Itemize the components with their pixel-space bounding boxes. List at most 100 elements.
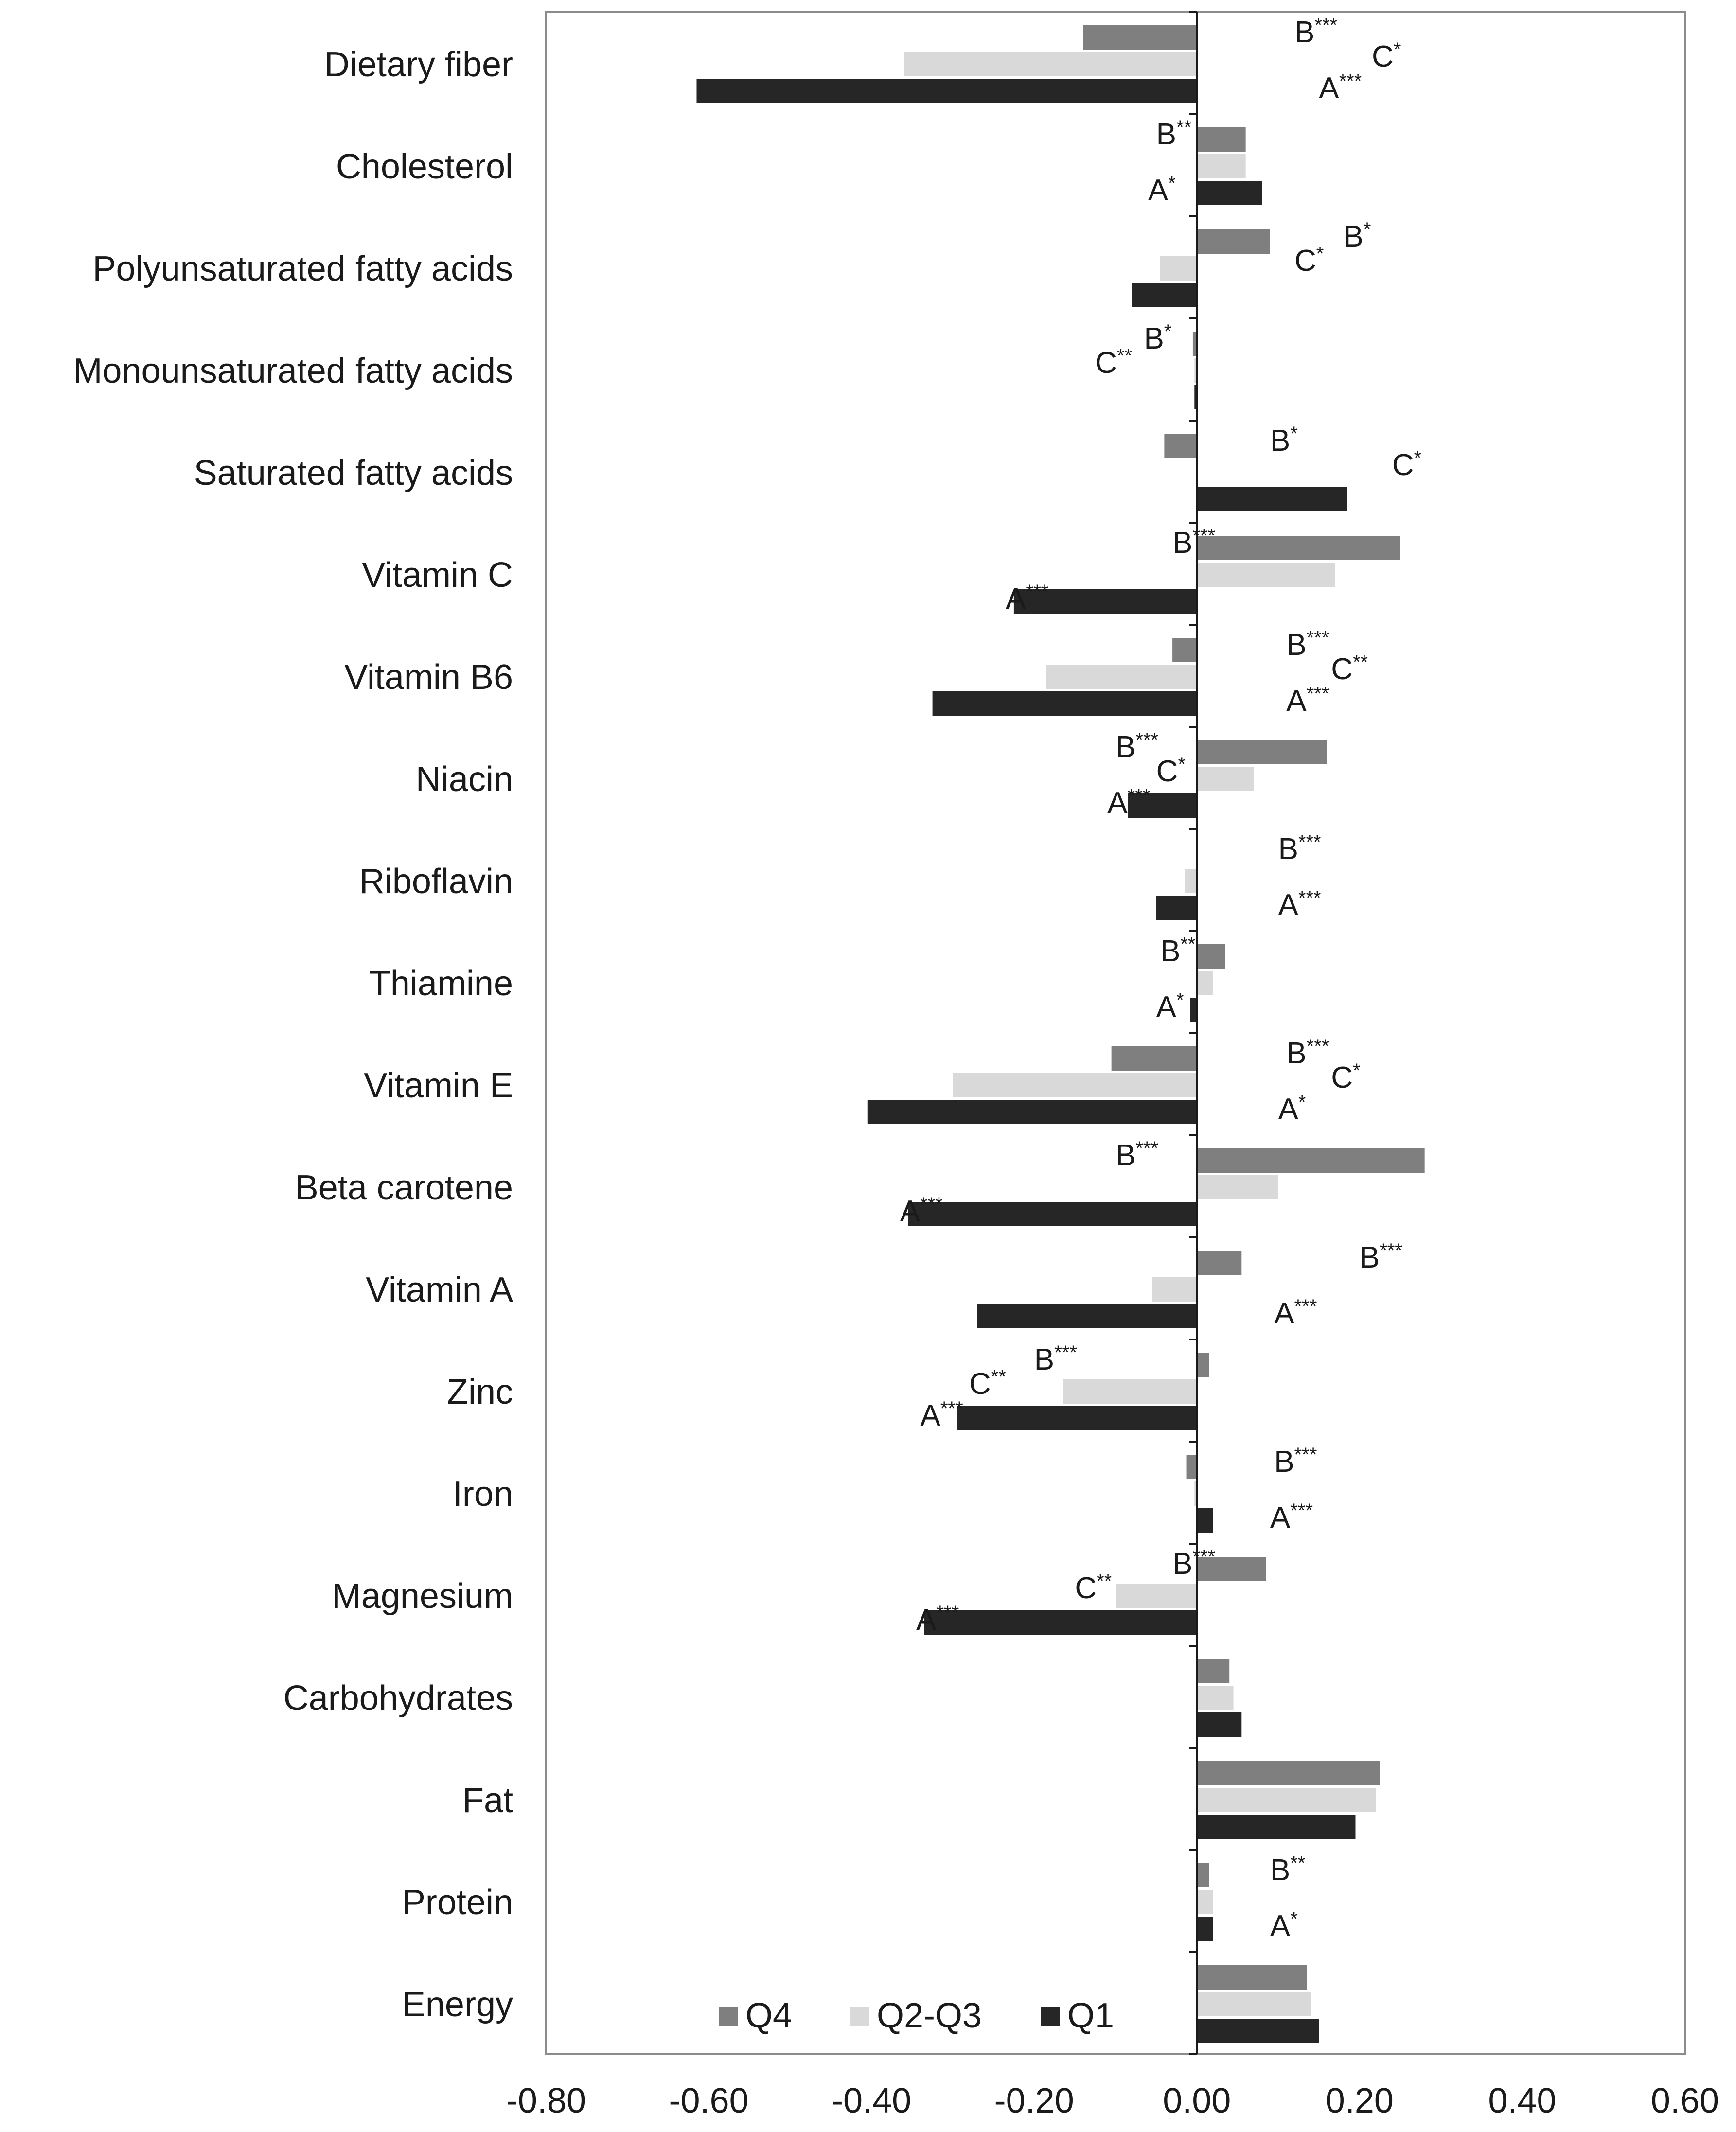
category-label-monounsaturated-fatty-acids: Monounsaturated fatty acids — [73, 352, 513, 390]
bar-monounsaturated-fatty-acids-q1 — [1194, 385, 1197, 409]
bar-vitamin-e-q4 — [1111, 1046, 1197, 1071]
legend-label-q2-q3: Q2-Q3 — [877, 1996, 982, 2035]
bar-riboflavin-q1 — [1156, 896, 1197, 920]
bar-protein-q1 — [1197, 1917, 1213, 1941]
x-tick-label: 0.20 — [1326, 2081, 1394, 2120]
bar-vitamin-e-q1 — [867, 1100, 1197, 1124]
bar-beta-carotene-q2-q3 — [1197, 1175, 1278, 1199]
bar-fat-q2-q3 — [1197, 1788, 1376, 1812]
bar-riboflavin-q2-q3 — [1185, 869, 1197, 893]
x-tick-label: -0.80 — [506, 2081, 586, 2120]
category-label-fat: Fat — [462, 1781, 513, 1820]
plot-area-frame — [545, 11, 1686, 2055]
bar-dietary-fiber-q4 — [1083, 25, 1197, 50]
category-label-vitamin-b6: Vitamin B6 — [344, 658, 513, 697]
bar-zinc-q2-q3 — [1063, 1379, 1197, 1404]
category-label-protein: Protein — [402, 1883, 513, 1922]
category-label-vitamin-c: Vitamin C — [362, 556, 513, 595]
bar-vitamin-e-q2-q3 — [953, 1073, 1197, 1097]
bar-magnesium-q4 — [1197, 1557, 1266, 1581]
bar-cholesterol-q1 — [1197, 181, 1262, 205]
category-label-vitamin-e: Vitamin E — [364, 1066, 513, 1105]
category-label-polyunsaturated-fatty-acids: Polyunsaturated fatty acids — [93, 249, 514, 288]
category-label-dietary-fiber: Dietary fiber — [324, 45, 513, 84]
bar-niacin-q2-q3 — [1197, 767, 1254, 791]
bar-energy-q1 — [1197, 2019, 1319, 2043]
bar-energy-q2-q3 — [1197, 1992, 1311, 2016]
bar-dietary-fiber-q2-q3 — [904, 52, 1197, 76]
x-tick-label: -0.40 — [832, 2081, 911, 2120]
bar-dietary-fiber-q1 — [696, 79, 1197, 103]
bar-magnesium-q1 — [924, 1610, 1197, 1635]
bar-monounsaturated-fatty-acids-q2-q3 — [1194, 358, 1197, 383]
category-label-energy: Energy — [402, 1985, 513, 2024]
bar-iron-q1 — [1197, 1508, 1213, 1533]
significance-label-polyunsaturated-fatty-acids-b: B* — [1343, 219, 1371, 253]
legend-swatch-q4 — [719, 2007, 738, 2026]
x-tick-label: -0.60 — [669, 2081, 749, 2120]
legend-swatch-q1 — [1041, 2007, 1060, 2026]
bar-carbohydrates-q1 — [1197, 1712, 1242, 1737]
category-label-beta-carotene: Beta carotene — [295, 1168, 513, 1207]
bar-vitamin-b6-q1 — [932, 691, 1197, 716]
bar-saturated-fatty-acids-q4 — [1164, 434, 1197, 458]
bar-vitamin-b6-q4 — [1172, 638, 1197, 662]
x-tick-label: -0.20 — [994, 2081, 1074, 2120]
x-tick-label: 0.60 — [1651, 2081, 1719, 2120]
bar-thiamine-q4 — [1197, 944, 1225, 969]
bar-carbohydrates-q4 — [1197, 1659, 1230, 1683]
legend-label-q1: Q1 — [1067, 1996, 1114, 2035]
bar-zinc-q4 — [1197, 1353, 1209, 1377]
category-label-iron: Iron — [453, 1475, 513, 1514]
bar-carbohydrates-q2-q3 — [1197, 1686, 1234, 1710]
significance-label-vitamin-a-a: A*** — [1274, 1296, 1317, 1330]
x-tick-label: 0.40 — [1488, 2081, 1556, 2120]
bar-beta-carotene-q1 — [908, 1202, 1197, 1226]
bar-magnesium-q2-q3 — [1116, 1584, 1197, 1608]
category-label-cholesterol: Cholesterol — [336, 147, 513, 186]
category-label-carbohydrates: Carbohydrates — [283, 1679, 513, 1718]
bar-vitamin-c-q4 — [1197, 536, 1400, 560]
bar-iron-q2-q3 — [1194, 1481, 1197, 1506]
bar-fat-q4 — [1197, 1761, 1380, 1785]
category-label-zinc: Zinc — [447, 1373, 513, 1411]
significance-label-protein-b: B** — [1270, 1852, 1306, 1887]
category-label-magnesium: Magnesium — [332, 1577, 513, 1616]
bar-cholesterol-q2-q3 — [1197, 154, 1246, 178]
bar-vitamin-a-q4 — [1197, 1251, 1242, 1275]
bar-polyunsaturated-fatty-acids-q4 — [1197, 229, 1270, 254]
bar-thiamine-q1 — [1190, 998, 1197, 1022]
category-label-riboflavin: Riboflavin — [359, 862, 513, 901]
bar-saturated-fatty-acids-q1 — [1197, 487, 1347, 511]
legend-label-q4: Q4 — [745, 1996, 792, 2035]
bar-niacin-q1 — [1128, 793, 1197, 818]
legend: Q4 Q2-Q3 Q1 — [719, 1996, 1114, 2035]
category-label-thiamine: Thiamine — [369, 964, 513, 1003]
bar-monounsaturated-fatty-acids-q4 — [1192, 332, 1197, 356]
bar-niacin-q4 — [1197, 740, 1327, 764]
significance-label-riboflavin-b: B*** — [1278, 831, 1321, 866]
bar-thiamine-q2-q3 — [1197, 971, 1213, 995]
bar-polyunsaturated-fatty-acids-q1 — [1132, 283, 1197, 307]
significance-label-vitamin-b6-c: C** — [1331, 652, 1368, 686]
significance-label-cholesterol-b: B** — [1156, 117, 1192, 151]
category-label-niacin: Niacin — [416, 760, 513, 799]
category-label-saturated-fatty-acids: Saturated fatty acids — [194, 454, 513, 493]
bar-vitamin-c-q2-q3 — [1197, 563, 1335, 587]
bar-energy-q4 — [1197, 1965, 1307, 1990]
bar-vitamin-b6-q2-q3 — [1046, 665, 1197, 689]
bar-polyunsaturated-fatty-acids-q2-q3 — [1160, 256, 1197, 281]
x-tick-label: 0.00 — [1163, 2081, 1231, 2120]
bar-protein-q4 — [1197, 1863, 1209, 1887]
bar-iron-q4 — [1186, 1455, 1197, 1479]
bar-vitamin-c-q1 — [1013, 589, 1197, 614]
bar-vitamin-a-q1 — [977, 1304, 1197, 1328]
category-label-vitamin-a: Vitamin A — [366, 1270, 513, 1309]
bar-vitamin-a-q2-q3 — [1152, 1277, 1197, 1302]
bar-beta-carotene-q4 — [1197, 1148, 1425, 1173]
bar-zinc-q1 — [957, 1406, 1197, 1430]
bar-fat-q1 — [1197, 1815, 1356, 1839]
bar-protein-q2-q3 — [1197, 1890, 1213, 1914]
bar-cholesterol-q4 — [1197, 127, 1246, 152]
